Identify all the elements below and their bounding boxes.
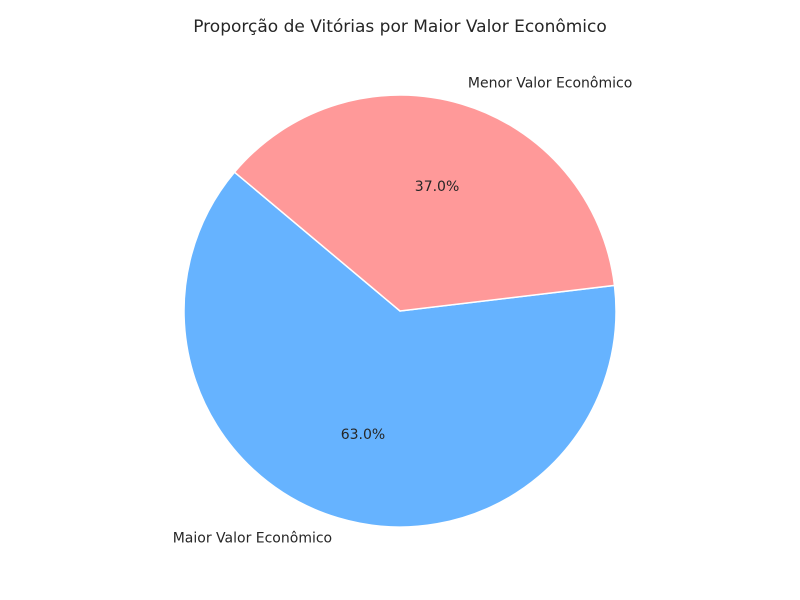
slice-percent-label: 63.0% bbox=[341, 427, 385, 443]
slice-percent-label: 37.0% bbox=[415, 179, 459, 195]
pie-labels: Maior Valor Econômico 63.0% Menor Valor Ec… bbox=[173, 75, 633, 546]
chart-title: Proporção de Vitórias por Maior Valor Ec… bbox=[193, 17, 607, 37]
pie-slices bbox=[183, 94, 617, 528]
slice-label: Menor Valor Econômico bbox=[468, 75, 632, 91]
pie-slice bbox=[183, 171, 617, 528]
pie-slice bbox=[233, 94, 616, 312]
slice-label: Maior Valor Econômico bbox=[173, 531, 332, 547]
